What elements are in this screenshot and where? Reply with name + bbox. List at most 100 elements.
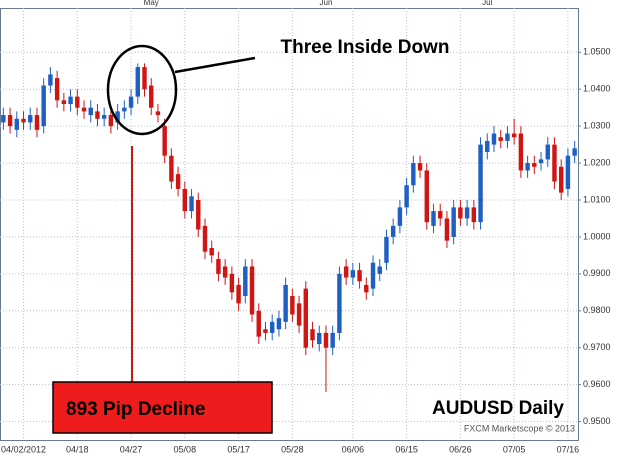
x-tick-label: 06/06: [342, 444, 365, 454]
candle-body: [552, 144, 557, 182]
candle-body: [263, 329, 268, 333]
candle-body: [511, 133, 517, 138]
y-tick-label: 0.9700: [583, 342, 611, 352]
month-label: Jul: [482, 0, 492, 7]
candle-body: [88, 107, 93, 116]
candle-body: [518, 133, 524, 171]
candle-body: [128, 96, 134, 108]
candle-body: [431, 211, 436, 226]
pointer-line: [174, 56, 256, 74]
candle-body: [558, 166, 564, 193]
candle-body: [189, 196, 194, 212]
candle-body: [54, 78, 60, 101]
candle-body: [209, 248, 214, 256]
candle-body: [390, 225, 396, 237]
candle-body: [216, 259, 221, 274]
candle-body: [444, 218, 450, 241]
candle-body: [505, 133, 510, 141]
candle-body: [182, 188, 188, 212]
pattern-circle: [106, 44, 178, 136]
candle-body: [269, 321, 275, 333]
candle-body: [48, 74, 53, 86]
y-tick-label: 1.0300: [583, 121, 611, 131]
y-tick-label: 1.0000: [583, 231, 611, 241]
candle-body: [196, 200, 201, 230]
candle-body: [283, 284, 288, 322]
candle-body: [169, 155, 174, 182]
chart-title: AUDUSD Daily: [432, 398, 564, 419]
decline-label: 893 Pip Decline: [66, 399, 205, 420]
candle-body: [532, 163, 537, 167]
candle-body: [538, 159, 544, 164]
x-tick-label: 05/08: [174, 444, 197, 454]
x-tick-label: 05/17: [227, 444, 250, 454]
candle-body: [34, 115, 40, 130]
candle-body: [565, 155, 571, 189]
candle-body: [330, 332, 335, 348]
candle-body: [451, 207, 456, 237]
y-tick-label: 1.0200: [583, 157, 611, 167]
candle-body: [14, 118, 20, 130]
candle-body: [1, 115, 6, 123]
month-label: May: [144, 0, 159, 7]
candle-body: [229, 273, 235, 293]
candle-body: [491, 133, 497, 145]
y-tick-label: 1.0100: [583, 194, 611, 204]
candle-body: [471, 207, 477, 223]
candle-body: [175, 174, 181, 189]
y-tick-label: 0.9800: [583, 305, 611, 315]
candle-body: [249, 266, 255, 315]
x-tick-label: 07/05: [503, 444, 526, 454]
candle-body: [317, 332, 322, 344]
candle-body: [384, 236, 389, 263]
candle-body: [397, 207, 403, 226]
candle-body: [458, 207, 463, 219]
candle-body: [438, 211, 443, 219]
candle-body: [525, 163, 530, 171]
candles: [1, 63, 577, 392]
x-tick-label: 05/28: [281, 444, 304, 454]
candle-body: [464, 207, 470, 219]
candle-body: [162, 126, 167, 156]
x-tick-label: 04/18: [66, 444, 89, 454]
x-tick-label: 06/26: [449, 444, 472, 454]
candle-body: [411, 163, 416, 186]
candle-body: [7, 115, 13, 127]
candle-body: [108, 115, 114, 127]
candle-body: [498, 137, 503, 141]
candle-body: [68, 96, 73, 104]
x-tick-label: 04/02/2012: [1, 444, 46, 454]
candle-body: [343, 266, 349, 278]
candle-body: [290, 296, 295, 315]
candle-body: [417, 163, 423, 171]
candle-body: [404, 185, 409, 208]
candle-body: [572, 148, 577, 156]
candle-body: [81, 107, 87, 112]
candle-body: [256, 310, 261, 337]
y-tick-label: 1.0400: [583, 84, 611, 94]
x-tick-label: 06/15: [395, 444, 418, 454]
candle-body: [377, 266, 382, 274]
candle-body: [142, 67, 147, 90]
pattern-label: Three Inside Down: [281, 37, 450, 58]
candle-body: [101, 115, 107, 119]
candle-body: [75, 96, 80, 108]
candle-body: [202, 225, 208, 252]
candle-body: [243, 266, 248, 296]
candle-body: [41, 85, 46, 127]
candle-body: [276, 318, 282, 330]
candle-body: [21, 118, 26, 123]
credit: FXCM Marketscope © 2013: [464, 423, 575, 433]
candle-body: [296, 303, 302, 326]
candle-body: [350, 270, 356, 278]
candle-body: [149, 85, 154, 108]
candle-body: [424, 170, 429, 223]
candle-body: [28, 115, 33, 123]
candle-body: [478, 144, 483, 223]
decline-box: [52, 381, 273, 434]
candle-body: [337, 273, 342, 333]
candle-body: [370, 262, 376, 289]
candle-body: [61, 100, 67, 104]
candle-body: [115, 111, 120, 123]
